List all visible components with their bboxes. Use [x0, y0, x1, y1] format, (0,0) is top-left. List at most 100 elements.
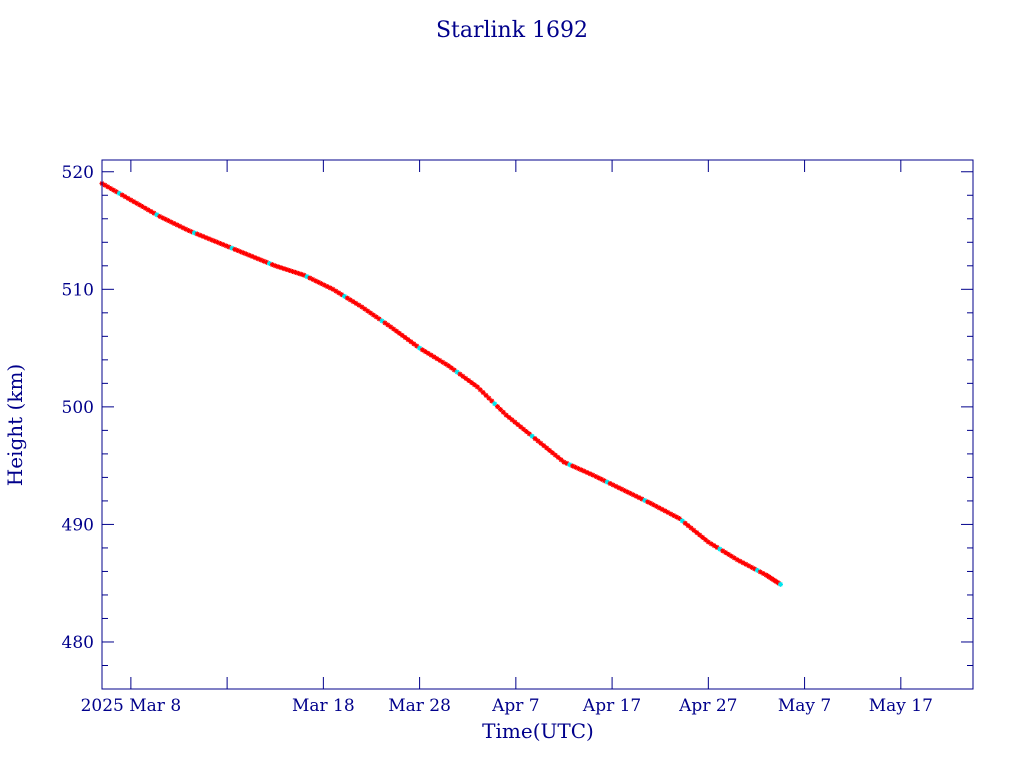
data-point-marker [414, 343, 420, 349]
data-point-marker [206, 236, 212, 242]
data-point-marker [235, 248, 241, 254]
data-point-marker [189, 229, 195, 235]
data-point-marker [310, 276, 316, 282]
data-point-marker [223, 243, 229, 249]
data-point-marker [295, 270, 301, 276]
data-point-marker [590, 472, 596, 478]
data-point-marker [604, 479, 610, 485]
data-point-marker [368, 310, 374, 316]
data-point-marker [171, 220, 177, 226]
data-point-marker [183, 226, 189, 232]
plot-frame [101, 159, 974, 690]
data-point-marker [506, 414, 512, 420]
x-tick-label: Mar 28 [388, 696, 451, 716]
data-point-marker [359, 304, 365, 310]
data-point-marker [419, 347, 425, 353]
data-point-marker [119, 192, 125, 198]
data-point-marker [757, 569, 763, 575]
data-point-marker [665, 509, 671, 515]
data-point-marker [656, 505, 662, 511]
data-point-marker [330, 286, 336, 292]
data-point-marker [304, 274, 310, 280]
data-point-marker [134, 200, 140, 206]
data-point-marker [160, 215, 166, 221]
data-point-marker [521, 426, 527, 432]
data-point-marker [113, 189, 119, 195]
data-point-marker [321, 282, 327, 288]
data-point-marker [399, 332, 405, 338]
data-point-marker [445, 363, 451, 369]
data-point-marker [443, 361, 449, 367]
x-tick-label: Mar 18 [292, 696, 355, 716]
data-point-marker [544, 445, 550, 451]
data-point-marker [353, 300, 359, 306]
data-point-marker [290, 268, 296, 274]
data-point-marker [627, 490, 633, 496]
data-point-marker [685, 523, 691, 529]
x-tick-label: Apr 27 [678, 696, 737, 716]
data-point-marker [702, 537, 708, 543]
data-point-marker [552, 452, 558, 458]
data-point-marker [573, 464, 579, 470]
data-point-marker [463, 375, 469, 381]
data-point-marker [269, 262, 275, 268]
data-point-marker [370, 312, 376, 318]
data-point-marker [613, 483, 619, 489]
data-point-marker [422, 349, 428, 355]
data-point-marker [561, 459, 567, 465]
data-point-marker [564, 460, 570, 466]
series-line [101, 183, 781, 585]
data-point-marker [157, 213, 163, 219]
data-point-marker [601, 478, 607, 484]
data-point-marker [466, 378, 472, 384]
data-point-marker [278, 265, 284, 271]
data-point-marker [151, 210, 157, 216]
data-point-marker [212, 238, 218, 244]
data-point-marker [261, 258, 267, 264]
data-point-marker [408, 339, 414, 345]
data-point-marker [440, 359, 446, 365]
data-point-marker [584, 469, 590, 475]
data-point-marker [344, 295, 350, 301]
data-point-marker [376, 316, 382, 322]
data-point-marker [697, 532, 703, 538]
data-point-marker [336, 290, 342, 296]
data-point-marker [177, 223, 183, 229]
chart-title: Starlink 1692 [436, 18, 588, 43]
data-point-marker [142, 205, 148, 211]
data-point-marker [529, 433, 535, 439]
data-point-marker [726, 551, 732, 557]
data-point-marker [509, 417, 515, 423]
data-point-marker [671, 512, 677, 518]
data-point-marker [523, 429, 529, 435]
data-point-marker [587, 471, 593, 477]
data-point-marker [691, 527, 697, 533]
data-point-marker [624, 489, 630, 495]
data-point-marker [350, 299, 356, 305]
data-point-marker [217, 240, 223, 246]
data-point-marker [714, 544, 720, 550]
data-point-marker [324, 283, 330, 289]
data-point-marker [226, 244, 232, 250]
data-point-marker [232, 246, 238, 252]
data-point-marker [645, 499, 651, 505]
data-point-marker [477, 387, 483, 393]
data-point-marker [275, 264, 281, 270]
data-point-marker [214, 239, 220, 245]
data-point-marker [333, 288, 339, 294]
data-point-marker [599, 476, 605, 482]
data-point-marker [474, 384, 480, 390]
data-point-marker [737, 558, 743, 564]
data-point-marker [642, 497, 648, 503]
data-point-marker [619, 486, 625, 492]
data-point-marker [342, 293, 348, 299]
data-point-marker [102, 182, 108, 188]
data-point-marker [454, 369, 460, 375]
data-point-marker [258, 257, 264, 263]
data-point-marker [659, 506, 665, 512]
data-point-marker [717, 546, 723, 552]
data-point-marker [168, 219, 174, 225]
data-point-marker [180, 225, 186, 231]
data-point-marker [437, 357, 443, 363]
data-point-marker [607, 481, 613, 487]
